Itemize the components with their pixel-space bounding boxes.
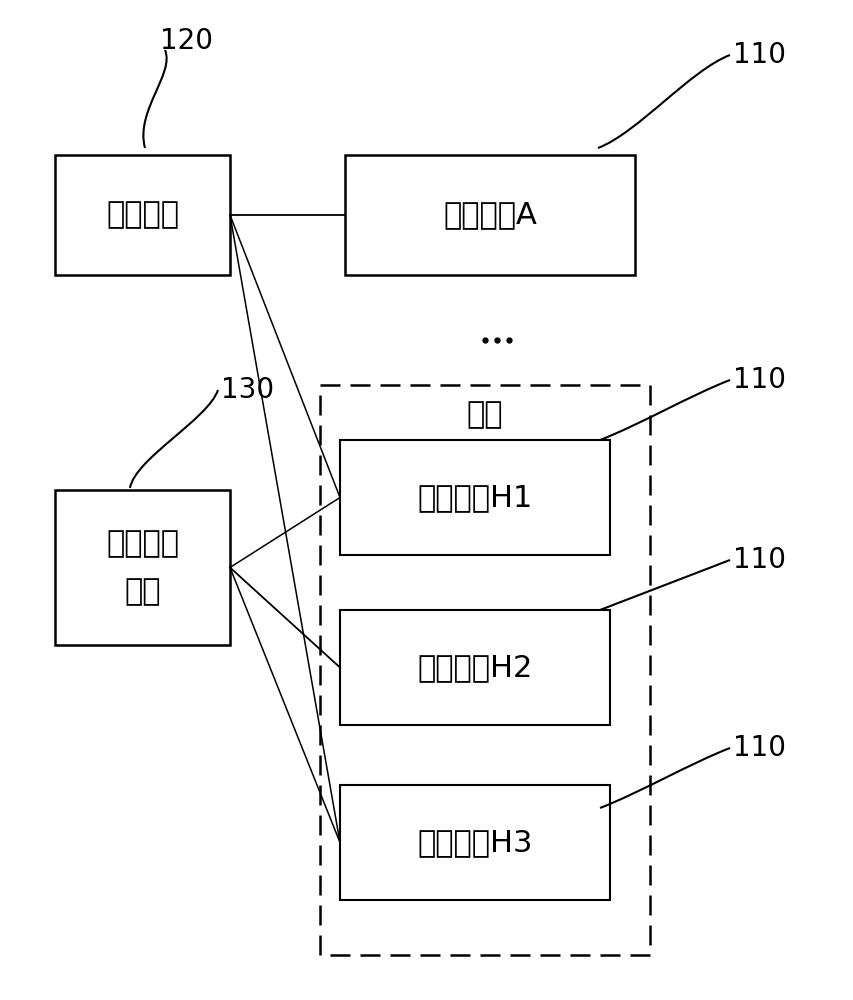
- Text: 130: 130: [221, 376, 274, 404]
- Text: 120: 120: [160, 27, 212, 55]
- Text: 服务节点H3: 服务节点H3: [417, 828, 532, 857]
- Bar: [345, 155, 635, 275]
- Text: 110: 110: [732, 41, 785, 69]
- Bar: [339, 785, 609, 900]
- Bar: [55, 155, 229, 275]
- Text: 110: 110: [732, 366, 785, 394]
- Bar: [339, 440, 609, 555]
- Text: 服务节点H2: 服务节点H2: [417, 653, 532, 682]
- Bar: [55, 490, 229, 645]
- Text: 服务节点A: 服务节点A: [443, 200, 537, 230]
- Text: 服务节点H1: 服务节点H1: [417, 483, 532, 512]
- Bar: [320, 385, 649, 955]
- Text: 信息处理
节点: 信息处理 节点: [106, 529, 179, 606]
- Text: 控制节点: 控制节点: [106, 200, 179, 230]
- Bar: [339, 610, 609, 725]
- Text: 集群: 集群: [467, 400, 502, 430]
- Text: 110: 110: [732, 546, 785, 574]
- Text: 110: 110: [732, 734, 785, 762]
